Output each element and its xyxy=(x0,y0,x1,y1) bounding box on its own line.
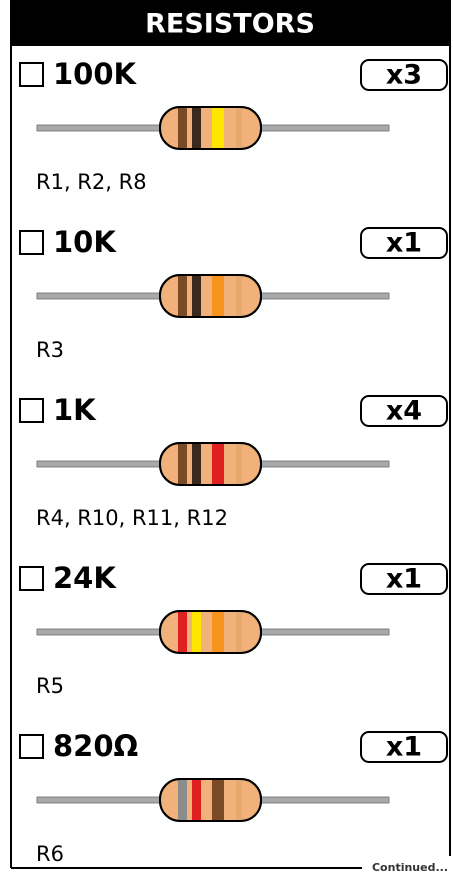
color-band xyxy=(236,612,242,652)
reference-designators: R1, R2, R8 xyxy=(36,170,147,194)
resistor-value: 1K xyxy=(53,393,97,427)
color-band xyxy=(212,108,224,148)
qty-label: x4 xyxy=(386,396,422,427)
resistor-body xyxy=(159,106,262,150)
header-bar xyxy=(10,0,451,46)
resistor-body xyxy=(159,610,262,654)
resistor-outline xyxy=(159,274,262,318)
color-band xyxy=(212,444,224,484)
color-band xyxy=(236,780,242,820)
color-band xyxy=(236,444,242,484)
resistor-outline xyxy=(159,442,262,486)
reference-designators: R5 xyxy=(36,674,64,698)
color-band xyxy=(212,612,224,652)
qty-box xyxy=(360,395,448,427)
reference-designators: R3 xyxy=(36,338,64,362)
qty-box xyxy=(360,227,448,259)
qty-box xyxy=(360,563,448,595)
resistor-outline xyxy=(159,106,262,150)
color-band xyxy=(192,108,201,148)
qty-label: x1 xyxy=(386,732,422,763)
header-title: RESISTORS xyxy=(145,9,315,40)
reference-designators: R6 xyxy=(36,842,64,866)
checkbox xyxy=(19,566,44,591)
resistor-value: 10K xyxy=(53,225,117,259)
qty-box xyxy=(360,59,448,91)
qty-box xyxy=(360,731,448,763)
color-band xyxy=(178,108,187,148)
color-band xyxy=(192,444,201,484)
resistor-body xyxy=(159,274,262,318)
resistor-outline xyxy=(159,778,262,822)
color-band xyxy=(178,612,187,652)
resistor-outline xyxy=(159,610,262,654)
qty-label: x3 xyxy=(386,60,422,91)
color-band xyxy=(192,612,201,652)
color-band xyxy=(192,780,201,820)
color-band xyxy=(212,780,224,820)
resistor-value: 100K xyxy=(53,57,138,91)
qty-label: x1 xyxy=(386,564,422,595)
resistor-body xyxy=(159,442,262,486)
resistor-body xyxy=(159,778,262,822)
color-band xyxy=(236,276,242,316)
color-band xyxy=(178,276,187,316)
qty-label: x1 xyxy=(386,228,422,259)
color-band xyxy=(212,276,224,316)
checkbox xyxy=(19,62,44,87)
resistor-value: 24K xyxy=(53,561,117,595)
color-band xyxy=(178,444,187,484)
continued-note: Continued... xyxy=(372,861,448,874)
color-band xyxy=(192,276,201,316)
checkbox xyxy=(19,734,44,759)
checkbox xyxy=(19,398,44,423)
reference-designators: R4, R10, R11, R12 xyxy=(36,506,228,530)
color-band xyxy=(178,780,187,820)
resistor-value: 820Ω xyxy=(53,729,138,763)
checkbox xyxy=(19,230,44,255)
color-band xyxy=(236,108,242,148)
